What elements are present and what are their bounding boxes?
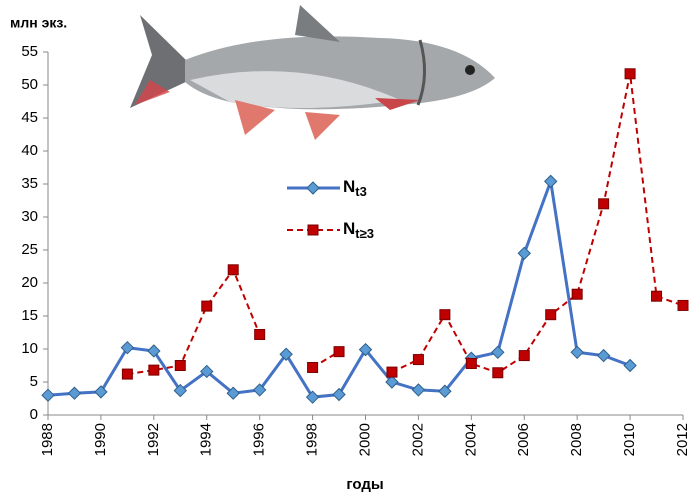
point [386, 366, 398, 378]
x-tick-label: 2012 [674, 423, 690, 456]
point [227, 264, 239, 276]
point [544, 174, 558, 189]
point [596, 348, 611, 363]
point [173, 383, 187, 398]
point [411, 383, 426, 397]
y-axis-label: млн экз. [10, 15, 67, 31]
point [385, 375, 399, 389]
y-tick-label: 55 [21, 43, 38, 60]
y-tick-label: 40 [21, 142, 38, 159]
point [94, 385, 108, 399]
y-tick-label: 15 [21, 307, 38, 324]
point [623, 358, 637, 373]
series-line [47, 175, 631, 399]
point [147, 344, 161, 358]
fish-illustration [130, 5, 495, 140]
point [651, 290, 663, 302]
point [121, 368, 133, 380]
point [148, 364, 160, 376]
point [518, 350, 530, 362]
legend-marker [307, 224, 319, 236]
x-tick-label: 1996 [251, 423, 268, 456]
x-tick-label: 1990 [92, 423, 109, 456]
point [571, 288, 583, 300]
point [226, 386, 240, 400]
y-tick-label: 10 [21, 340, 38, 357]
point [598, 198, 610, 210]
y-tick-label: 30 [21, 208, 38, 225]
point [252, 383, 267, 397]
point [41, 388, 55, 402]
point [465, 358, 477, 370]
series-line [127, 73, 684, 376]
point [174, 360, 186, 371]
point [307, 361, 319, 373]
point [332, 387, 346, 402]
y-tick-label: 45 [21, 109, 38, 126]
point [201, 300, 213, 312]
point [358, 342, 373, 357]
point [67, 386, 82, 400]
point [624, 68, 636, 80]
y-tick-label: 25 [21, 241, 38, 258]
x-tick-label: 2008 [568, 423, 585, 456]
point [491, 345, 505, 360]
point [120, 340, 135, 355]
x-tick-label: 1988 [39, 423, 56, 456]
x-tick-label: 2002 [409, 423, 426, 456]
y-tick-label: 35 [21, 175, 38, 192]
point [517, 246, 531, 261]
y-tick-label: 0 [30, 406, 38, 423]
point [412, 354, 424, 366]
point [439, 309, 451, 321]
x-tick-label: 2000 [356, 423, 373, 456]
point [200, 364, 214, 379]
legend-marker [306, 181, 320, 195]
x-tick-label: 2010 [621, 423, 638, 456]
x-tick-label: 2004 [462, 423, 479, 456]
point [570, 345, 584, 360]
point [677, 299, 689, 311]
point [279, 347, 293, 361]
x-axis-label: годы [346, 476, 383, 493]
point [492, 367, 504, 379]
y-tick-label: 20 [21, 274, 38, 291]
legend-label: Nt≥3 [343, 219, 374, 241]
point [305, 390, 320, 404]
legend-label: Nt3 [343, 177, 367, 199]
x-tick-label: 1998 [304, 423, 321, 456]
y-tick-label: 50 [21, 76, 38, 93]
point [545, 309, 557, 321]
point [333, 346, 345, 358]
x-tick-label: 1992 [145, 423, 162, 456]
point [438, 384, 452, 398]
x-tick-label: 2006 [515, 423, 532, 456]
point [254, 328, 266, 340]
y-tick-label: 5 [30, 373, 38, 390]
x-tick-label: 1994 [198, 423, 215, 456]
